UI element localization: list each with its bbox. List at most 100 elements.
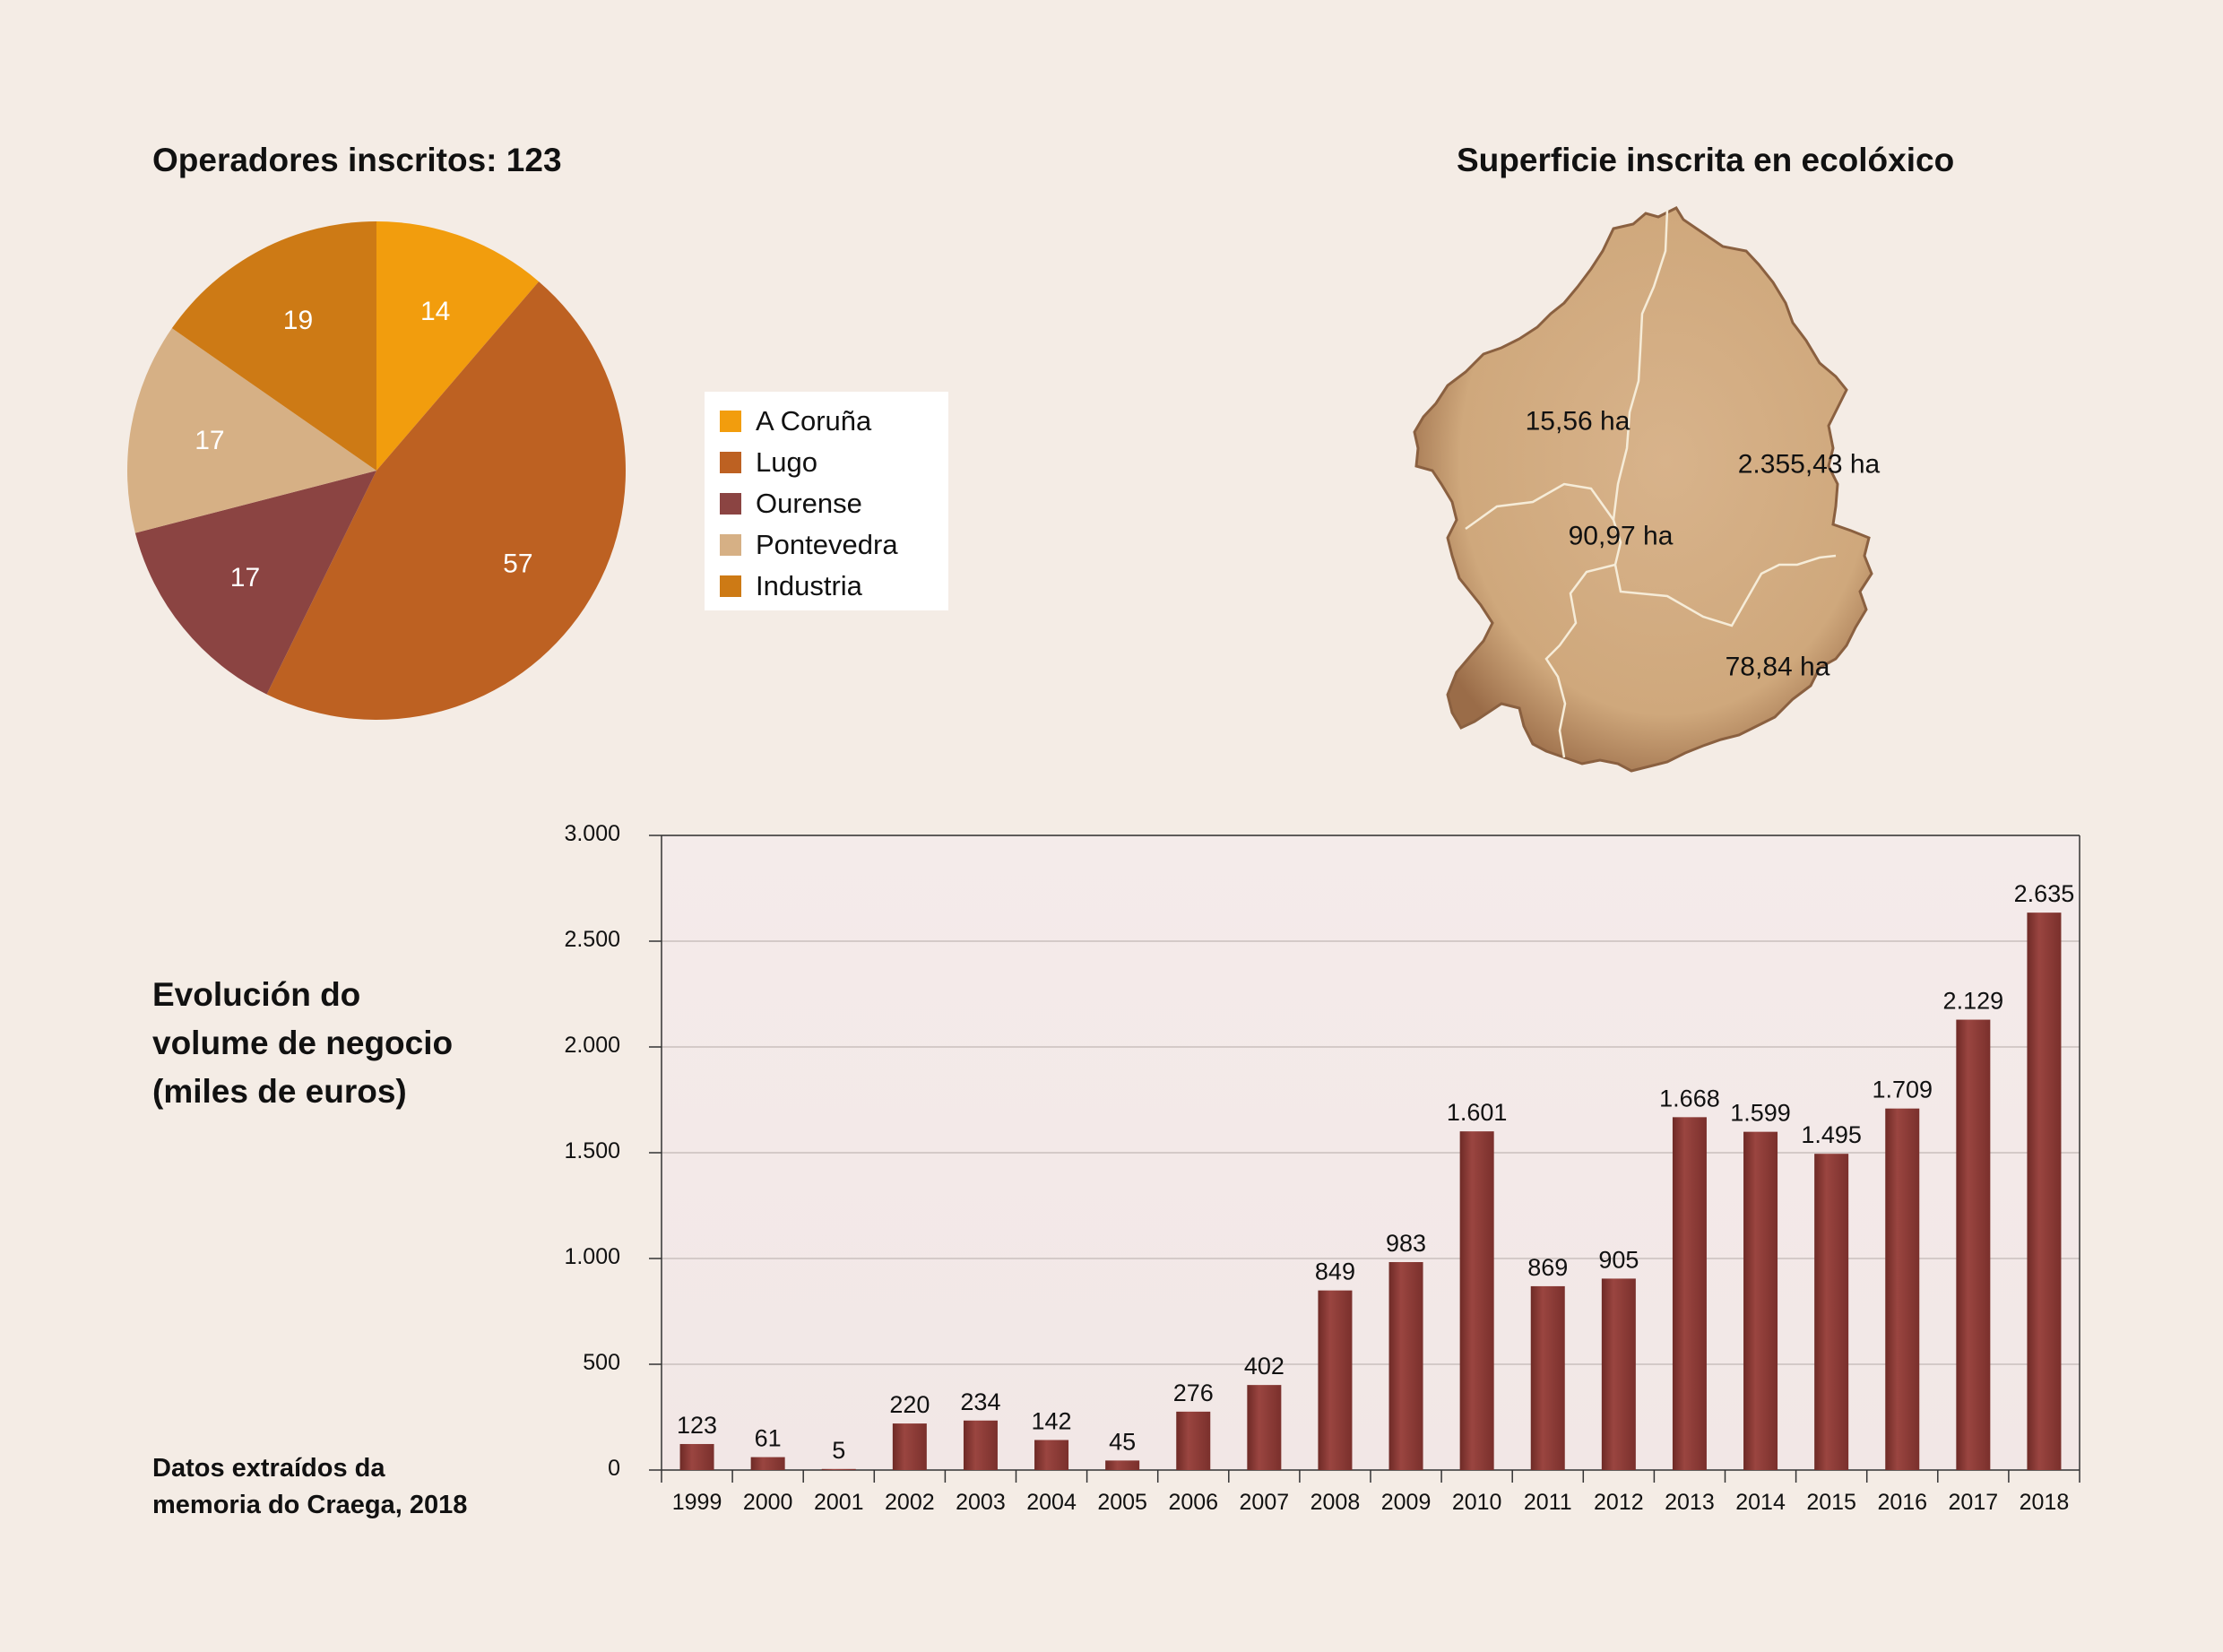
bar-value-label: 2.635	[2014, 880, 2075, 907]
x-tick-label: 2010	[1452, 1490, 1502, 1515]
x-tick-label: 2018	[2020, 1490, 2070, 1515]
bar	[1530, 1285, 1565, 1470]
bar	[1672, 1117, 1707, 1470]
bar-chart-title: Evolución do volume de negocio (miles de e…	[152, 971, 453, 1116]
pie-legend: A Coruña Lugo Ourense Pontevedra Industria	[705, 392, 948, 610]
bar-title-line: Evolución do	[152, 976, 361, 1013]
x-tick-label: 2012	[1594, 1490, 1644, 1515]
bar	[1885, 1108, 1920, 1470]
bar-value-label: 123	[677, 1412, 717, 1439]
bar	[963, 1420, 998, 1470]
bar	[1388, 1262, 1423, 1470]
bar	[2027, 912, 2062, 1470]
x-tick-label: 2013	[1665, 1490, 1715, 1515]
x-tick-label: 2001	[814, 1490, 864, 1515]
legend-swatch	[720, 575, 741, 597]
legend-swatch	[720, 452, 741, 473]
legend-label: A Coruña	[756, 405, 872, 437]
x-tick-label: 2015	[1806, 1490, 1856, 1515]
bar-value-label: 1.495	[1801, 1121, 1862, 1148]
legend-swatch	[720, 534, 741, 556]
map-region-label: 90,97 ha	[1569, 522, 1674, 551]
x-tick-label: 2005	[1097, 1490, 1147, 1515]
legend-item: A Coruña	[720, 401, 948, 442]
bar-value-label: 276	[1173, 1380, 1214, 1406]
bar-value-label: 905	[1598, 1246, 1639, 1273]
x-tick-label: 2009	[1381, 1490, 1432, 1515]
bar	[1034, 1440, 1069, 1470]
bar	[750, 1457, 785, 1470]
legend-label: Lugo	[756, 446, 817, 478]
legend-swatch	[720, 411, 741, 432]
pie-slice-label: 17	[195, 426, 224, 455]
bar-chart: 0 500 1.000 1.500 2.000 2.500 3.000 123 1999 61 20…	[564, 821, 2080, 1515]
pie-slice	[171, 221, 376, 471]
bar-value-label: 1.601	[1447, 1099, 1508, 1126]
x-tick-label: 2000	[743, 1490, 793, 1515]
y-tick-label: 2.000	[564, 1033, 620, 1058]
bar-value-label: 234	[960, 1388, 1000, 1415]
pie-chart-title: Operadores inscritos: 123	[152, 142, 562, 178]
bar-value-label: 2.129	[1943, 988, 2004, 1015]
bar-title-line: volume de negocio	[152, 1025, 454, 1061]
source-footnote: Datos extraídos da memoria do Craega, 201…	[152, 1450, 467, 1524]
bar	[1318, 1290, 1353, 1470]
x-tick-label: 2008	[1310, 1490, 1361, 1515]
pie-slice	[127, 328, 376, 533]
bar	[1743, 1131, 1778, 1470]
bar	[1105, 1460, 1140, 1470]
x-tick-label: 2017	[1949, 1490, 1999, 1515]
bar	[1247, 1385, 1282, 1470]
bar-value-label: 869	[1527, 1254, 1568, 1281]
x-tick-label: 2016	[1877, 1490, 1927, 1515]
bar	[679, 1443, 714, 1470]
map-title: Superficie inscrita en ecolóxico	[1457, 142, 1955, 178]
bar-value-label: 1.709	[1872, 1077, 1933, 1103]
pie-slice-label: 17	[230, 563, 260, 592]
y-tick-label: 1.000	[564, 1244, 620, 1269]
x-tick-label: 2003	[956, 1490, 1006, 1515]
x-tick-label: 1999	[672, 1490, 722, 1515]
bar-value-label: 402	[1244, 1353, 1284, 1380]
legend-item: Pontevedra	[720, 524, 948, 566]
bar	[821, 1468, 856, 1470]
legend-swatch	[720, 493, 741, 515]
galicia-outline	[1413, 206, 1873, 773]
legend-label: Pontevedra	[756, 529, 898, 560]
pie-slice-label: 19	[283, 306, 313, 335]
bar-value-label: 5	[832, 1437, 845, 1464]
map-region-label: 78,84 ha	[1726, 653, 1830, 682]
bar-value-label: 849	[1315, 1258, 1355, 1285]
pie-slice-label: 14	[420, 297, 450, 326]
bar	[892, 1423, 927, 1470]
bar-value-label: 45	[1109, 1428, 1136, 1455]
y-tick-label: 500	[583, 1350, 620, 1375]
bar-value-label: 1.668	[1659, 1085, 1720, 1111]
bar-value-label: 220	[889, 1391, 930, 1418]
pie-slice-label: 57	[503, 549, 532, 579]
bar	[1814, 1154, 1849, 1470]
y-tick-label: 2.500	[564, 927, 620, 952]
legend-item: Industria	[720, 566, 948, 607]
pie-slice	[134, 471, 376, 695]
x-tick-label: 2014	[1735, 1490, 1786, 1515]
bar-value-label: 142	[1032, 1407, 1072, 1434]
bar-value-label: 983	[1386, 1230, 1426, 1257]
pie-slice	[376, 221, 540, 471]
map-region-label: 15,56 ha	[1526, 407, 1630, 437]
bar	[1176, 1411, 1211, 1470]
bar-value-label: 1.599	[1730, 1100, 1791, 1127]
bar-value-label: 61	[755, 1425, 782, 1452]
legend-label: Industria	[756, 570, 862, 601]
bar	[1956, 1019, 1991, 1470]
legend-item: Lugo	[720, 442, 948, 483]
legend-item: Ourense	[720, 483, 948, 524]
y-tick-label: 0	[608, 1456, 620, 1481]
map-region-label: 2.355,43 ha	[1738, 450, 1881, 480]
x-tick-label: 2006	[1168, 1490, 1218, 1515]
province-borders	[1465, 209, 1837, 758]
galicia-map: 15,56 ha 2.355,43 ha 90,97 ha 78,84 ha	[1413, 206, 1881, 773]
pie-slice	[266, 281, 627, 720]
legend-label: Ourense	[756, 488, 862, 519]
footnote-line: memoria do Craega, 2018	[152, 1491, 468, 1519]
